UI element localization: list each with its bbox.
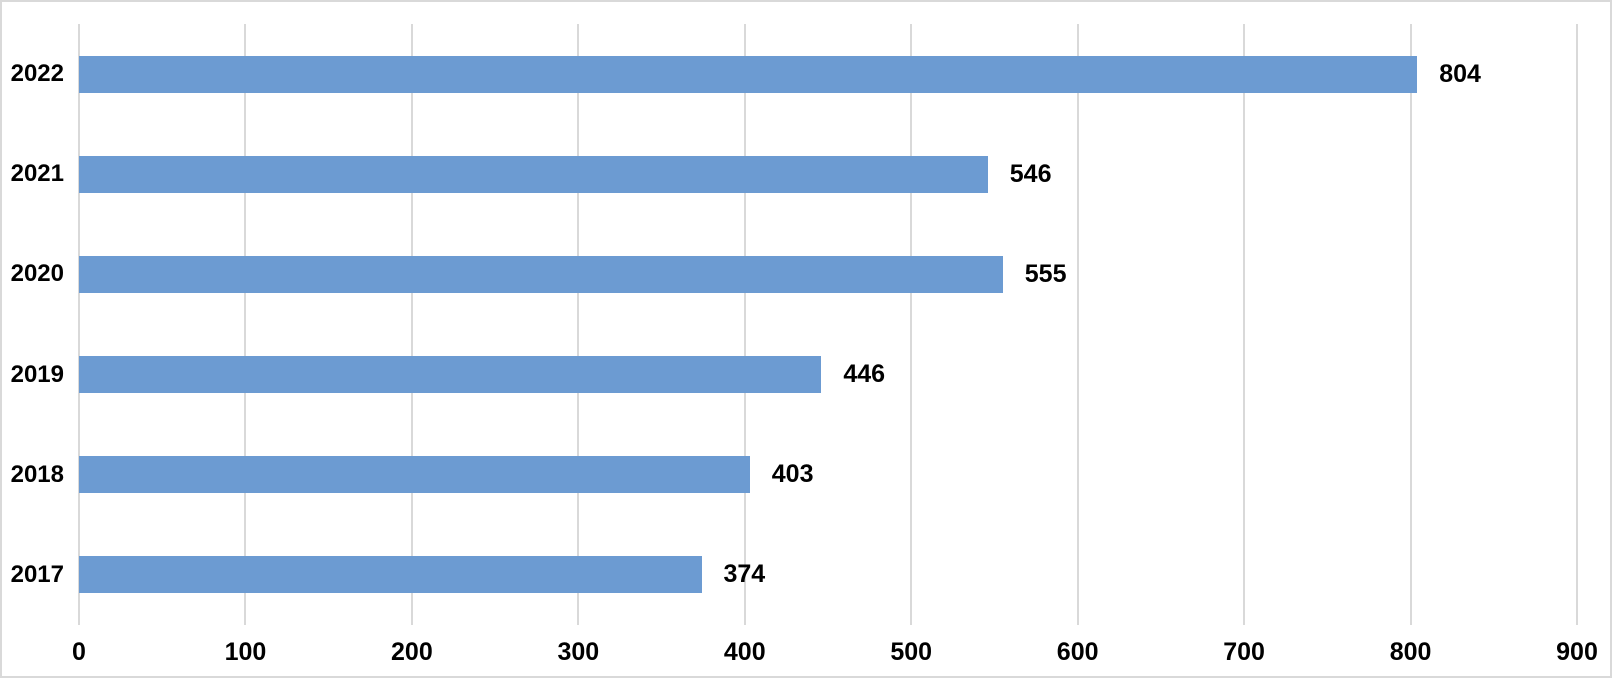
bar-row-2020: 555 (79, 224, 1577, 324)
x-tick-label-500: 500 (890, 638, 933, 666)
value-label-2017: 374 (723, 560, 766, 589)
gridline-500 (910, 24, 913, 625)
y-axis-label-2021: 2021 (10, 160, 64, 188)
bar-rows: 804 546 555 446 403 374 (79, 24, 1577, 625)
gridline-700 (1243, 24, 1246, 625)
gridline-300 (577, 24, 580, 625)
x-tick-label-300: 300 (557, 638, 600, 666)
gridline-200 (410, 24, 413, 625)
x-tick-label-700: 700 (1223, 638, 1265, 666)
x-tick-label-400: 400 (723, 638, 766, 666)
value-label-2018: 403 (771, 460, 814, 489)
bar-row-2017: 374 (79, 525, 1577, 625)
x-tick-label-600: 600 (1056, 638, 1099, 666)
plot-area: 804 546 555 446 403 374 (78, 24, 1578, 625)
gridline-100 (244, 24, 247, 625)
gridline-0 (78, 24, 80, 625)
gridline-400 (743, 24, 746, 625)
y-axis-label-2019: 2019 (10, 360, 64, 388)
x-tick-label-800: 800 (1389, 638, 1432, 666)
bar-2022 (79, 55, 1418, 93)
gridline-600 (1076, 24, 1079, 625)
bar-2017 (79, 556, 702, 594)
bar-row-2021: 546 (79, 124, 1577, 224)
value-label-2021: 546 (1009, 159, 1052, 188)
value-label-2019: 446 (843, 360, 886, 389)
gridline-900 (1576, 24, 1578, 625)
x-axis-labels: 0 100 200 300 400 500 600 700 800 900 (72, 638, 1598, 672)
x-tick-label-100: 100 (224, 638, 267, 666)
bar-row-2019: 446 (79, 325, 1577, 425)
x-tick-label-0: 0 (72, 638, 86, 666)
x-tick-label-900: 900 (1556, 638, 1598, 666)
value-label-2020: 555 (1024, 259, 1067, 288)
x-tick-label-200: 200 (391, 638, 433, 666)
bar-2018 (79, 456, 750, 494)
gridline-800 (1409, 24, 1412, 625)
bar-row-2022: 804 (79, 24, 1577, 124)
bar-row-2018: 403 (79, 425, 1577, 525)
y-axis-label-2017: 2017 (10, 560, 64, 588)
y-axis-label-2022: 2022 (10, 60, 64, 88)
y-axis-label-2020: 2020 (10, 260, 64, 288)
y-axis-label-2018: 2018 (10, 460, 64, 488)
bar-2021 (79, 155, 988, 193)
y-axis-labels: 2022 2021 2020 2019 2018 2017 (2, 24, 64, 625)
bar-2020 (79, 255, 1003, 293)
value-label-2022: 804 (1439, 59, 1481, 88)
bar-2019 (79, 356, 822, 394)
